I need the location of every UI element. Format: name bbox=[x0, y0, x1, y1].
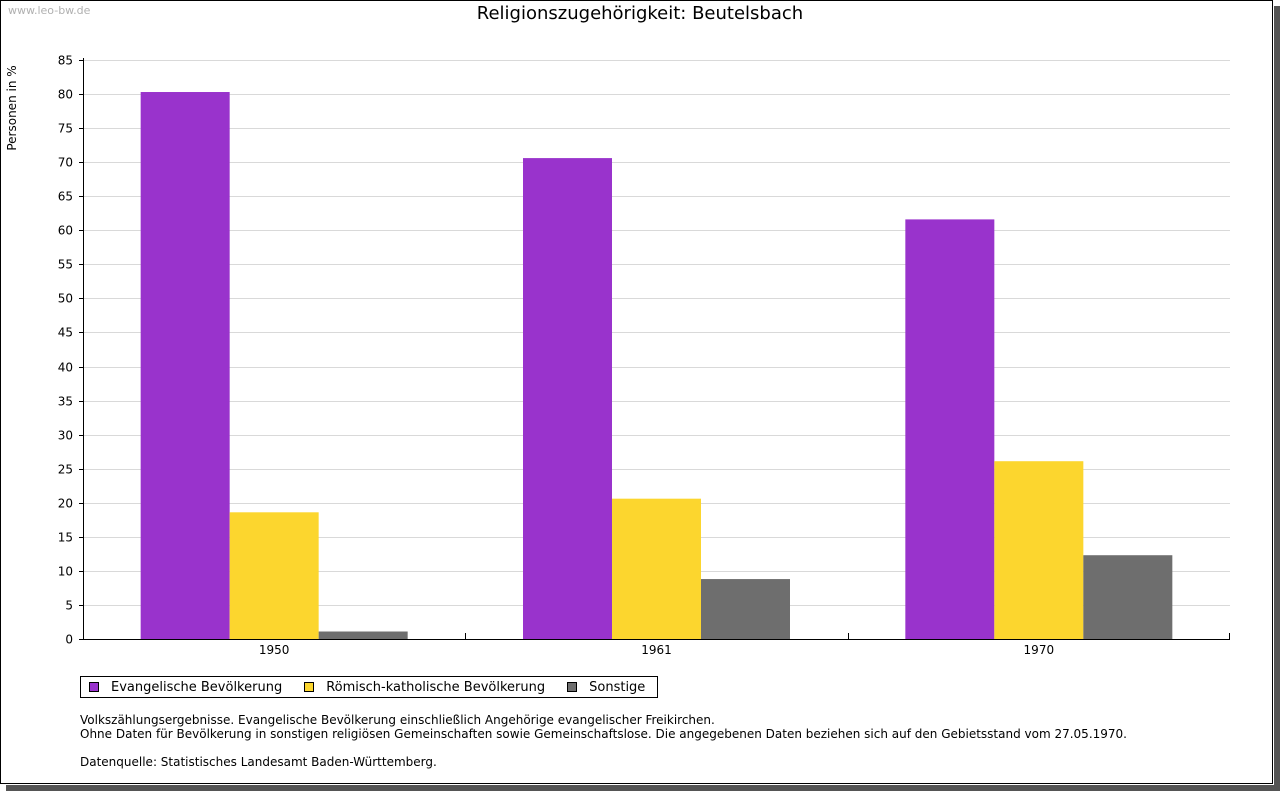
note-line-2: Ohne Daten für Bevölkerung in sonstigen … bbox=[80, 727, 1127, 741]
bar-1950-2 bbox=[229, 512, 319, 639]
y-tick-label: 30 bbox=[58, 429, 73, 443]
bar-1970-3 bbox=[1083, 555, 1173, 639]
legend-label: Evangelische Bevölkerung bbox=[111, 679, 283, 695]
y-tick-label: 55 bbox=[58, 258, 73, 272]
legend-item: Römisch-katholische Bevölkerung bbox=[304, 680, 545, 695]
legend-swatch bbox=[304, 682, 315, 692]
bar-1970-1 bbox=[905, 219, 995, 639]
legend: Evangelische Bevölkerung Römisch-katholis… bbox=[80, 676, 659, 698]
data-source: Datenquelle: Statistisches Landesamt Bad… bbox=[80, 755, 437, 769]
y-tick-label: 25 bbox=[58, 463, 73, 477]
bar-1961-2 bbox=[612, 498, 701, 639]
bar-1970-2 bbox=[994, 461, 1084, 639]
legend-label: Sonstige bbox=[589, 679, 646, 695]
bars bbox=[140, 92, 1173, 639]
y-tick-label: 50 bbox=[58, 292, 73, 306]
y-tick-labels: 0 5 10 15 20 25 30 35 40 45 50 55 60 65 70 75 80 85 bbox=[58, 54, 73, 647]
watermark: www.leo-bw.de bbox=[8, 4, 91, 17]
y-axis-label: Personen in % bbox=[5, 65, 19, 150]
x-tick-label: 1950 bbox=[259, 643, 290, 657]
legend-swatch bbox=[89, 682, 99, 692]
legend-swatch bbox=[567, 682, 578, 692]
y-tick-label: 10 bbox=[58, 565, 73, 579]
note-line-1: Volkszählungsergebnisse. Evangelische Be… bbox=[80, 713, 715, 727]
y-tick-label: 45 bbox=[58, 326, 73, 340]
frame-shadow-bottom bbox=[6, 785, 1280, 791]
y-tick-label: 20 bbox=[58, 497, 73, 511]
bar-1961-1 bbox=[523, 158, 612, 639]
y-tick-label: 70 bbox=[58, 156, 73, 170]
bar-1950-1 bbox=[140, 92, 230, 639]
y-tick-label: 0 bbox=[65, 633, 73, 647]
x-tick-labels: 1950 1961 1970 bbox=[259, 643, 1054, 657]
chart-notes: Volkszählungsergebnisse. Evangelische Be… bbox=[80, 713, 1127, 769]
y-tick-label: 40 bbox=[58, 361, 73, 375]
x-tick-label: 1970 bbox=[1024, 643, 1055, 657]
legend-item: Evangelische Bevölkerung bbox=[89, 680, 282, 695]
y-tick-label: 60 bbox=[58, 224, 73, 238]
y-tick-label: 35 bbox=[58, 395, 73, 409]
y-tick-label: 65 bbox=[58, 190, 73, 204]
frame-shadow-right bbox=[1274, 6, 1280, 791]
y-tick-label: 85 bbox=[58, 54, 73, 68]
chart-title: Religionszugehörigkeit: Beutelsbach bbox=[476, 3, 804, 24]
y-tick-label: 75 bbox=[58, 122, 73, 136]
legend-item: Sonstige bbox=[567, 680, 645, 695]
legend-label: Römisch-katholische Bevölkerung bbox=[326, 679, 546, 695]
axes bbox=[79, 58, 1230, 640]
y-tick-label: 5 bbox=[65, 599, 73, 613]
x-tick-label: 1961 bbox=[641, 643, 672, 657]
bar-1950-3 bbox=[318, 631, 408, 639]
y-tick-label: 15 bbox=[58, 531, 73, 545]
y-tick-label: 80 bbox=[58, 88, 73, 102]
bar-1961-3 bbox=[701, 579, 790, 639]
